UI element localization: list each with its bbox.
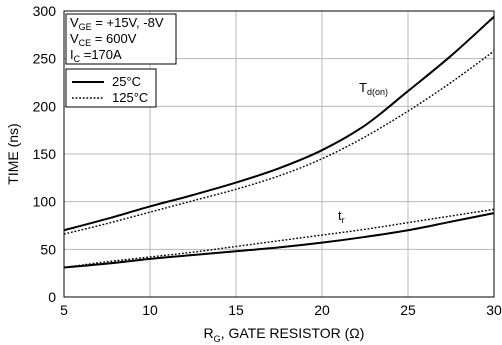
legend-frame [65, 68, 157, 108]
series-tr-25c [63, 212, 495, 269]
condition-vce-main: V [70, 31, 79, 46]
curve-label-tr-main: t [338, 208, 342, 223]
y-tick-label: 200 [33, 98, 57, 114]
y-tick-label: 100 [33, 194, 57, 210]
legend: 25°C 125°C [65, 68, 157, 108]
x-axis-title-rest: , GATE RESISTOR (Ω) [221, 325, 365, 341]
curve-label-tr-sub: r [342, 215, 345, 225]
series-td-on--25c [63, 15, 495, 232]
x-axis-title-sub: G [214, 334, 221, 344]
series-tr-125c [63, 208, 495, 269]
x-axis-title-main: R [204, 325, 214, 341]
y-tick-label: 250 [33, 51, 57, 67]
condition-vge-sub: GE [79, 22, 92, 32]
plot-frame [63, 10, 495, 298]
curve-label-td-on-main: T [359, 80, 367, 95]
x-tick-label: 20 [314, 302, 330, 318]
condition-ic-main: I [70, 47, 74, 62]
condition-ic: IC =170A [70, 47, 122, 64]
x-axis-title: RG, GATE RESISTOR (Ω) [204, 325, 365, 344]
y-tick-label: 0 [48, 289, 56, 305]
legend-label-25c: 25°C [112, 74, 141, 89]
grid [64, 11, 494, 297]
y-tick-label: 150 [33, 146, 57, 162]
condition-vge-rest: = +15V, -8V [92, 15, 164, 30]
condition-vge: VGE = +15V, -8V [70, 15, 164, 32]
curve-label-tr: tr [338, 208, 345, 225]
y-tick-label: 300 [33, 3, 57, 19]
x-tick-label: 10 [142, 302, 158, 318]
curve-label-td-on: Td(on) [359, 80, 388, 97]
x-tick-label: 30 [486, 302, 502, 318]
condition-ic-sub: C [74, 54, 81, 64]
condition-ic-rest: =170A [80, 47, 122, 62]
conditions-frame [65, 13, 177, 65]
curve-label-td-on-sub: d(on) [367, 87, 388, 97]
x-tick-label: 15 [228, 302, 244, 318]
series-lines [63, 15, 495, 269]
conditions-box: VGE = +15V, -8V VCE = 600V IC =170A [65, 13, 177, 65]
condition-vce-sub: CE [79, 38, 92, 48]
legend-label-125c: 125°C [112, 90, 148, 105]
y-axis-title: TIME (ns) [5, 123, 21, 184]
x-tick-label: 25 [400, 302, 416, 318]
series-td-on--125c [63, 50, 495, 235]
x-tick-label: 5 [60, 302, 68, 318]
condition-vge-main: V [70, 15, 79, 30]
condition-vce-rest: = 600V [91, 31, 137, 46]
y-tick-label: 50 [40, 241, 56, 257]
condition-vce: VCE = 600V [70, 31, 137, 48]
